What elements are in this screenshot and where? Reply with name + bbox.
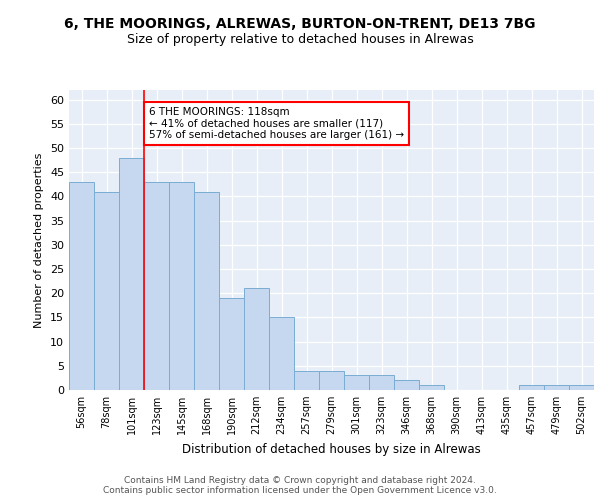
Bar xyxy=(394,380,419,390)
Text: Size of property relative to detached houses in Alrewas: Size of property relative to detached ho… xyxy=(127,32,473,46)
Bar xyxy=(244,288,269,390)
X-axis label: Distribution of detached houses by size in Alrewas: Distribution of detached houses by size … xyxy=(182,442,481,456)
Bar xyxy=(144,182,169,390)
Bar xyxy=(294,370,319,390)
Bar xyxy=(369,376,394,390)
Bar xyxy=(69,182,94,390)
Bar xyxy=(119,158,144,390)
Text: Contains HM Land Registry data © Crown copyright and database right 2024.
Contai: Contains HM Land Registry data © Crown c… xyxy=(103,476,497,495)
Bar xyxy=(319,370,344,390)
Y-axis label: Number of detached properties: Number of detached properties xyxy=(34,152,44,328)
Bar xyxy=(194,192,219,390)
Bar xyxy=(419,385,444,390)
Bar xyxy=(519,385,544,390)
Bar xyxy=(94,192,119,390)
Bar xyxy=(569,385,594,390)
Text: 6, THE MOORINGS, ALREWAS, BURTON-ON-TRENT, DE13 7BG: 6, THE MOORINGS, ALREWAS, BURTON-ON-TREN… xyxy=(64,18,536,32)
Bar xyxy=(544,385,569,390)
Bar xyxy=(269,318,294,390)
Text: 6 THE MOORINGS: 118sqm
← 41% of detached houses are smaller (117)
57% of semi-de: 6 THE MOORINGS: 118sqm ← 41% of detached… xyxy=(149,107,404,140)
Bar xyxy=(169,182,194,390)
Bar xyxy=(344,376,369,390)
Bar xyxy=(219,298,244,390)
